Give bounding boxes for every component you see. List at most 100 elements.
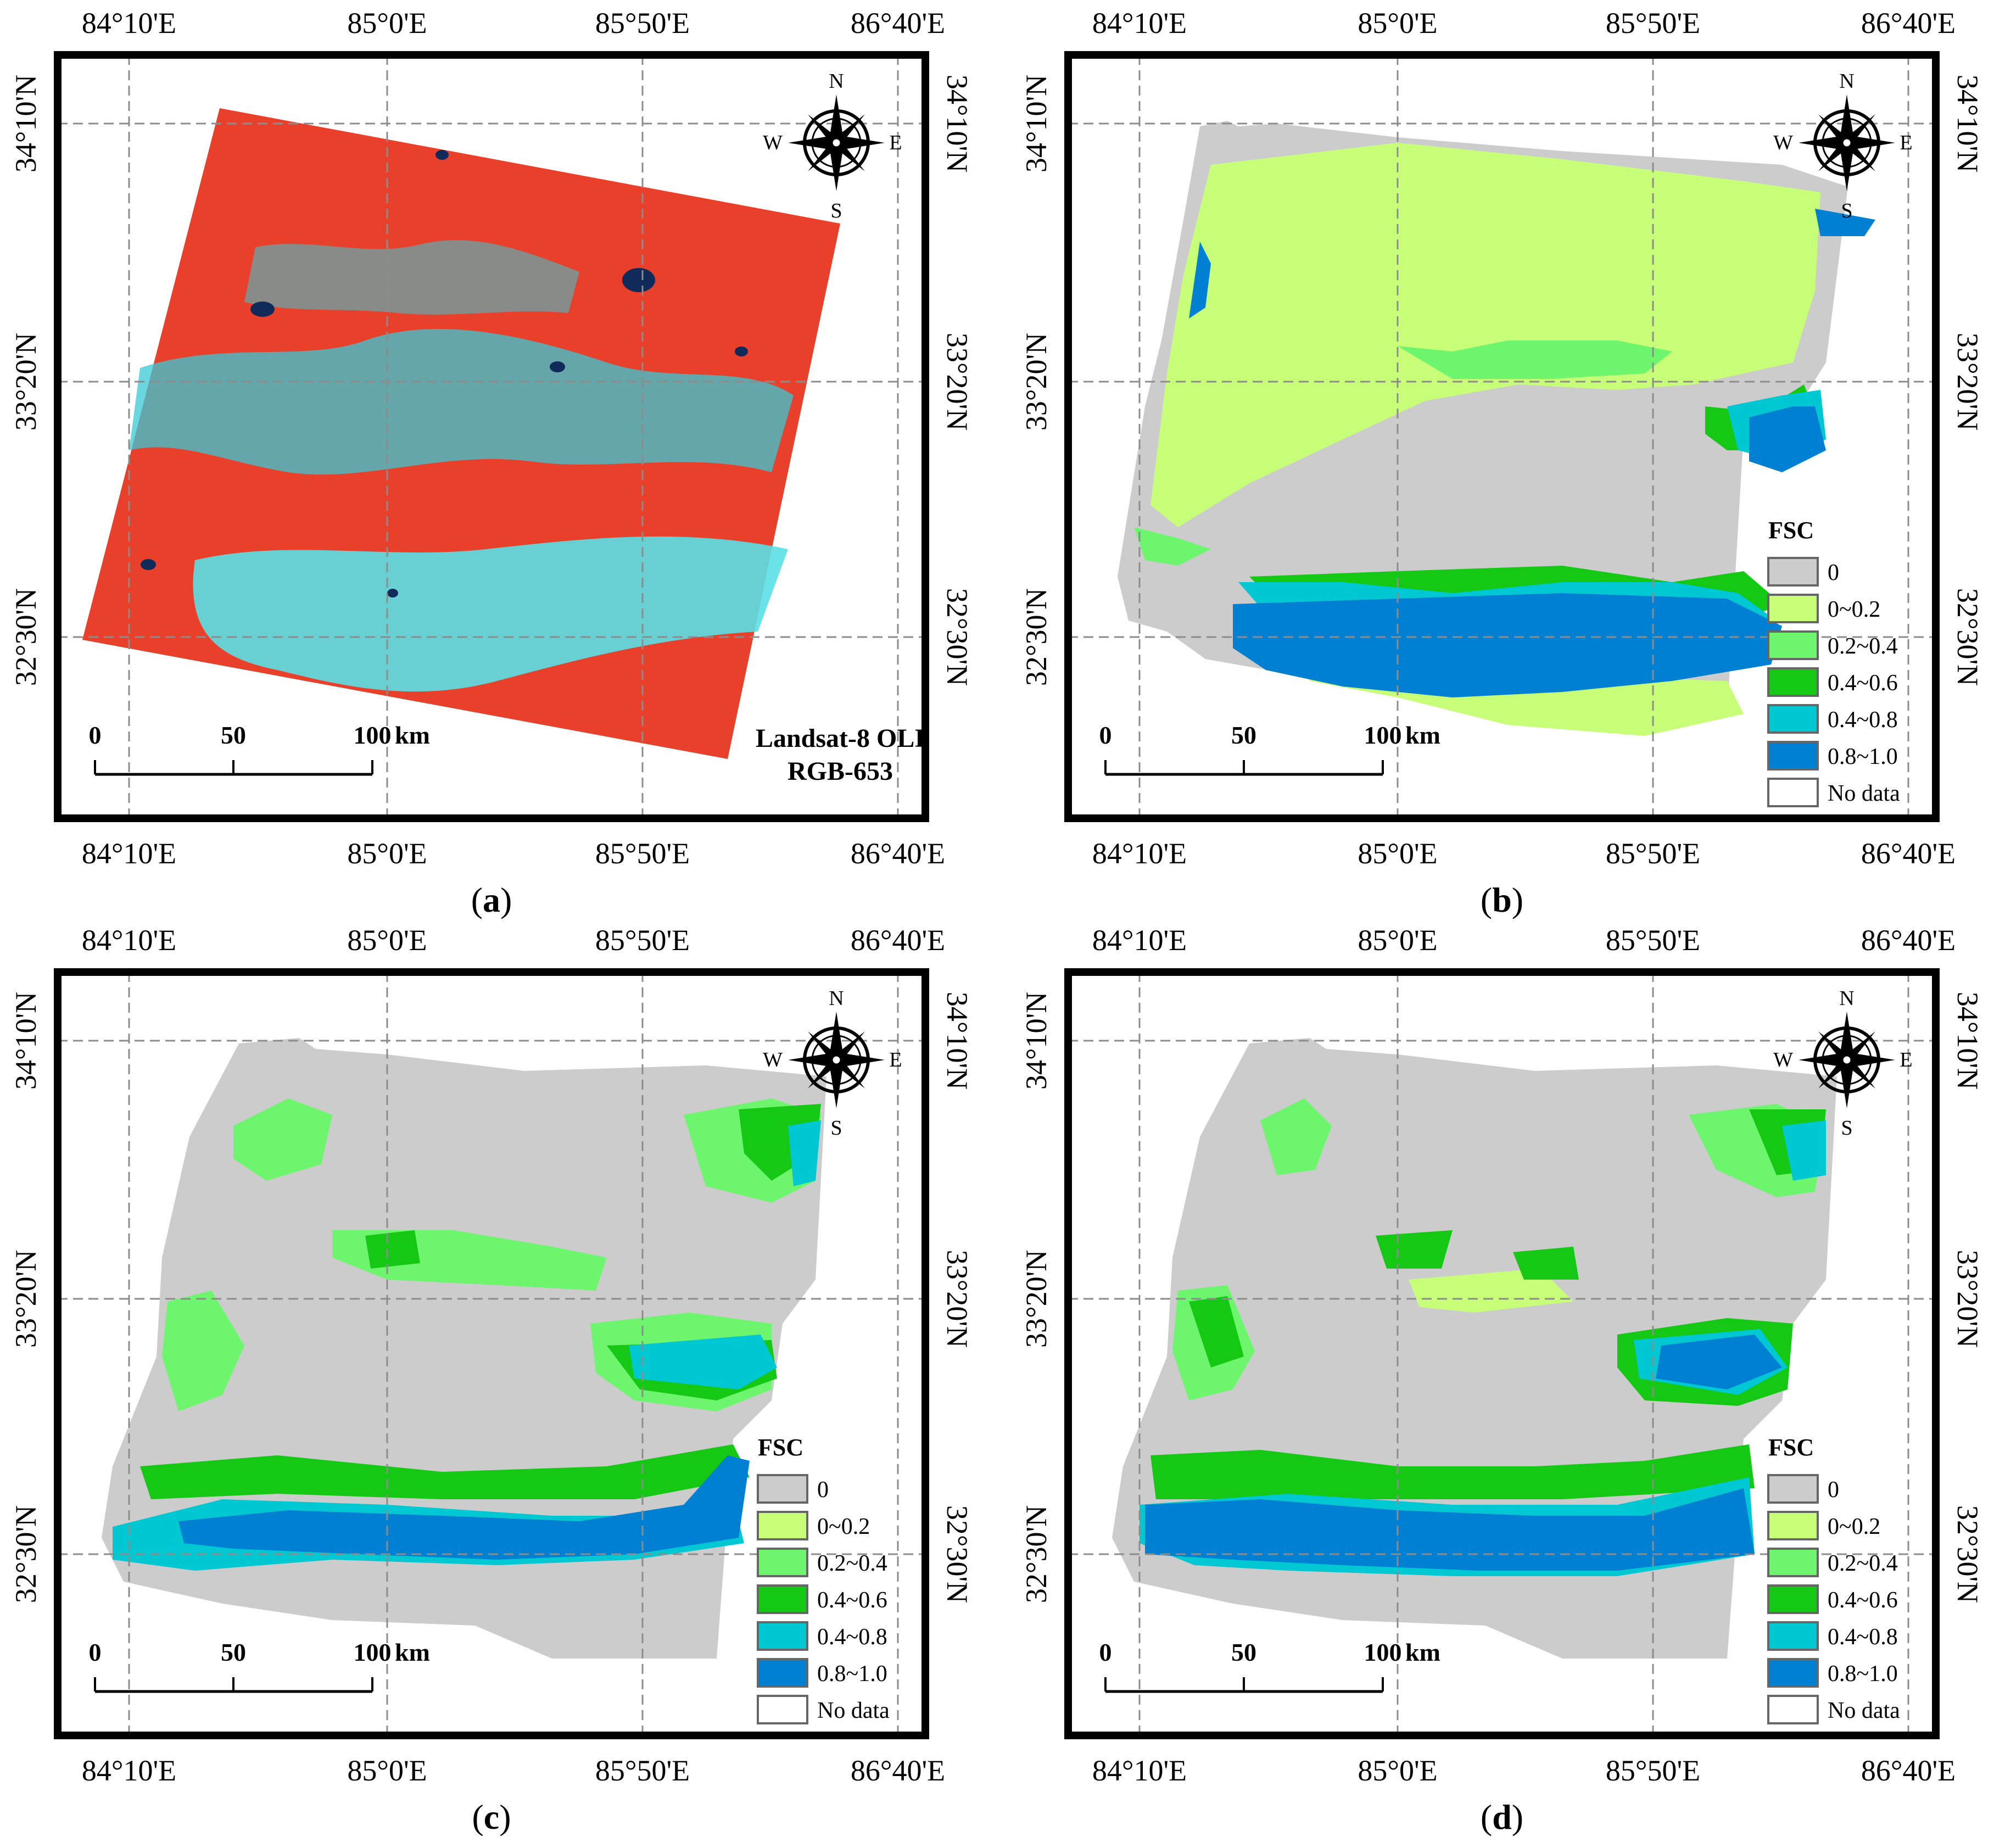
compass-w: W <box>763 1048 783 1071</box>
legend-swatch <box>1767 741 1819 771</box>
lat-label-left: 34°10'N <box>1020 75 1053 172</box>
legend-label: 0.4~0.6 <box>817 1588 887 1613</box>
legend-swatch <box>1767 557 1819 587</box>
map-area: N S E W 0 50 100 km FSC 0 0~0.2 0.2~0.4 0.4~… <box>1068 55 1936 818</box>
legend-label: 0 <box>1828 560 1839 585</box>
legend-label: 0.8~1.0 <box>1828 744 1898 769</box>
lon-label-bottom: 86°40'E <box>1861 1754 1956 1787</box>
fsc-class-0.8-1.0 <box>1189 242 1211 319</box>
lon-label-bottom: 86°40'E <box>851 1754 945 1787</box>
lon-label-top: 86°40'E <box>851 7 945 40</box>
fsc-class-0.4-0.6 <box>1150 1444 1755 1499</box>
panel-caption: (b) <box>1481 880 1523 919</box>
panel-caption: (a) <box>471 880 512 919</box>
fsc-class-0.8-1.0 <box>1815 209 1875 236</box>
legend-label: No data <box>1828 781 1900 806</box>
legend-swatch <box>1767 1511 1819 1540</box>
scale-bar: 0 50 100 km <box>89 1638 430 1693</box>
lat-label-right: 34°10'N <box>941 75 974 172</box>
fsc-class-0.4-0.8 <box>788 1120 821 1186</box>
lat-label-left: 34°10'N <box>9 75 42 172</box>
legend: FSC 0 0~0.2 0.2~0.4 0.4~0.6 0.4~0.8 0.8~1.0 No … <box>757 1434 890 1724</box>
lat-label-left: 33°20'N <box>9 333 42 431</box>
lon-label-top: 84°10'E <box>1092 7 1187 40</box>
legend-label: 0 <box>817 1477 829 1503</box>
legend-swatch <box>757 1621 808 1651</box>
legend-title: FSC <box>758 1434 803 1461</box>
compass-rose: N S E W <box>763 987 902 1140</box>
legend-swatch <box>1767 1548 1819 1577</box>
lon-label-top: 86°40'E <box>851 924 945 957</box>
compass-e: E <box>889 131 902 154</box>
lon-label-top: 86°40'E <box>1861 924 1956 957</box>
fsc-grid <box>1118 121 1875 736</box>
legend-swatch <box>1767 1695 1819 1724</box>
compass-n: N <box>1839 70 1854 93</box>
lat-label-right: 33°20'N <box>1951 333 1984 431</box>
compass-w: W <box>1773 131 1793 154</box>
lat-label-left: 32°30'N <box>1020 588 1053 686</box>
legend-label: 0~0.2 <box>817 1514 870 1539</box>
scale-tick-0: 0 <box>89 721 102 749</box>
fsc-class-0.8-1.0 <box>1145 1488 1755 1571</box>
map-frame <box>54 968 929 1739</box>
scale-unit: km <box>395 721 430 749</box>
map-area: N S E W 0 50 100 km Landsat-8 OLI RGB-65… <box>58 55 925 818</box>
map-frame <box>1064 51 1940 822</box>
lat-label-right: 34°10'N <box>1951 75 1984 172</box>
scale-unit: km <box>1405 721 1440 749</box>
fsc-class-0.2-0.4 <box>1134 527 1211 566</box>
legend: FSC 0 0~0.2 0.2~0.4 0.4~0.6 0.4~0.8 0.8~1.0 No … <box>1767 517 1900 807</box>
snow-patch-north <box>244 240 579 315</box>
scale-tick-50: 50 <box>1231 1638 1256 1666</box>
lon-label-bottom: 85°50'E <box>1606 1754 1700 1787</box>
lat-label-left: 33°20'N <box>1020 333 1053 431</box>
lat-label-right: 34°10'N <box>1951 992 1984 1090</box>
legend-title: FSC <box>1768 1434 1814 1461</box>
legend-label: 0.4~0.6 <box>1828 671 1898 696</box>
panel-b: N S E W 0 50 100 km FSC 0 0~0.2 0.2~0.4 0.4~… <box>1020 7 1984 919</box>
lake <box>387 589 398 598</box>
fsc-class-0-0.2 <box>1277 599 1744 736</box>
compass-rose: N S E W <box>1773 70 1913 222</box>
lat-label-right: 33°20'N <box>1951 1250 1984 1348</box>
legend-swatch <box>757 1584 808 1614</box>
lat-label-right: 32°30'N <box>1951 1505 1984 1603</box>
legend-swatch <box>1767 1584 1819 1614</box>
scale-bar: 0 50 100 km <box>1099 1638 1440 1693</box>
graticule <box>58 55 925 818</box>
compass-rose: N S E W <box>763 70 902 222</box>
fsc-class-0.8-1.0 <box>1233 593 1782 697</box>
lat-label-left: 34°10'N <box>9 992 42 1090</box>
legend-label: 0 <box>1828 1477 1839 1503</box>
lon-label-bottom: 84°10'E <box>1092 1754 1187 1787</box>
legend-swatch <box>1767 1621 1819 1651</box>
band-label: RGB-653 <box>787 757 893 786</box>
lat-label-left: 32°30'N <box>9 1505 42 1603</box>
lon-label-top: 84°10'E <box>1092 924 1187 957</box>
lat-label-right: 32°30'N <box>941 1505 974 1603</box>
legend-swatch <box>757 1658 808 1688</box>
satellite-scene <box>82 108 840 759</box>
scale-tick-50: 50 <box>1231 721 1256 749</box>
lon-label-top: 85°0'E <box>1358 7 1437 40</box>
snow-band-south <box>193 536 789 692</box>
scale-unit: km <box>395 1638 430 1666</box>
lon-label-top: 85°50'E <box>1606 7 1700 40</box>
legend-swatch <box>757 1548 808 1577</box>
map-area: N S E W 0 50 100 km FSC 0 0~0.2 0.2~0.4 0.4~… <box>1068 972 1936 1735</box>
legend-label: 0.2~0.4 <box>1828 1551 1898 1576</box>
lake <box>735 347 748 356</box>
lon-label-top: 85°0'E <box>1358 924 1437 957</box>
legend-label: 0~0.2 <box>1828 597 1880 622</box>
scale-unit: km <box>1405 1638 1440 1666</box>
lon-label-top: 85°0'E <box>347 924 427 957</box>
panel-a: N S E W 0 50 100 km Landsat-8 OLI RGB-65… <box>9 7 974 919</box>
compass-rose: N S E W <box>1773 987 1913 1140</box>
fsc-class-0.4-0.6 <box>365 1230 420 1269</box>
panel-c: N S E W 0 50 100 km FSC 0 0~0.2 0.2~0.4 0.4~… <box>9 924 974 1836</box>
panel-d: N S E W 0 50 100 km FSC 0 0~0.2 0.2~0.4 0.4~… <box>1020 924 1984 1836</box>
map-frame <box>1064 968 1940 1739</box>
snow-band-middle <box>129 329 794 475</box>
